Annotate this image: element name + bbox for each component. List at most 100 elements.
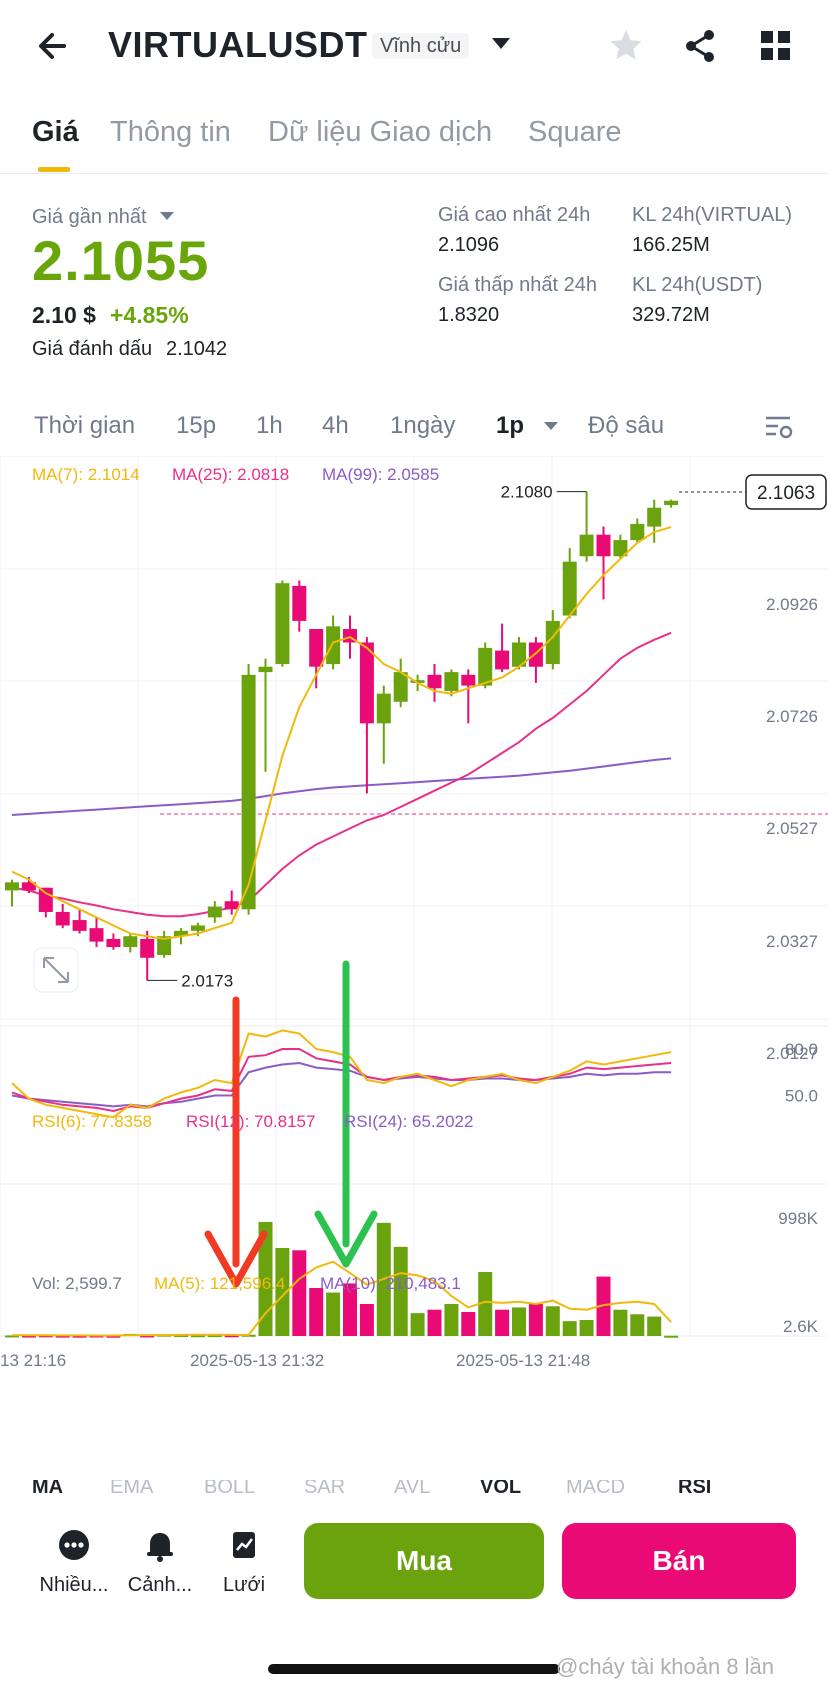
green-arrow-head bbox=[314, 1210, 378, 1268]
symbol-dropdown-caret-icon[interactable] bbox=[492, 38, 510, 49]
grid-label: Lưới bbox=[222, 1574, 266, 1596]
vol-quote-label: KL 24h(USDT) bbox=[632, 274, 763, 296]
volume-bar bbox=[72, 1335, 87, 1338]
interval-1day[interactable]: 1ngày bbox=[390, 412, 456, 439]
candle-body bbox=[224, 901, 239, 910]
volume-bar bbox=[647, 1316, 662, 1336]
volume-bar bbox=[613, 1309, 628, 1336]
depth-tab[interactable]: Độ sâu bbox=[588, 412, 665, 439]
indicator-sar[interactable]: SAR bbox=[304, 1480, 346, 1498]
candle-body bbox=[376, 693, 391, 724]
sell-button[interactable]: Bán bbox=[562, 1523, 796, 1599]
indicator-vol[interactable]: VOL bbox=[480, 1480, 522, 1498]
symbol-title[interactable]: VIRTUALUSDT bbox=[108, 24, 368, 65]
candle-body bbox=[5, 882, 19, 891]
grid-menu-icon[interactable] bbox=[756, 26, 796, 66]
candle-body bbox=[359, 642, 374, 724]
indicator-rsi[interactable]: RSI bbox=[678, 1480, 712, 1498]
tab-info[interactable]: Thông tin bbox=[110, 116, 231, 148]
volume-bar bbox=[512, 1307, 526, 1336]
volume-bar bbox=[410, 1313, 425, 1336]
candle-body bbox=[410, 680, 425, 683]
ma99-legend: MA(99): 2.0585 bbox=[322, 465, 440, 484]
usd-price: 2.10 $ bbox=[32, 302, 96, 328]
candle-body bbox=[613, 540, 628, 557]
interval-1h[interactable]: 1h bbox=[256, 412, 283, 439]
more-dots-icon bbox=[59, 1530, 89, 1560]
candle-body bbox=[190, 925, 205, 931]
volume-bar bbox=[664, 1335, 679, 1338]
tab-price[interactable]: Giá bbox=[32, 116, 79, 148]
current-price-tag bbox=[745, 474, 827, 510]
interval-15p[interactable]: 15p bbox=[176, 412, 217, 439]
candle-body bbox=[630, 523, 645, 541]
high-24h-label: Giá cao nhất 24h bbox=[438, 204, 591, 226]
candle-body bbox=[326, 626, 341, 665]
rsi-tick-80: 80.0 bbox=[785, 1040, 818, 1059]
grid-trading-button[interactable]: Lưới bbox=[204, 1528, 284, 1597]
volume-bar bbox=[106, 1335, 121, 1338]
vol-base-label: KL 24h(VIRTUAL) bbox=[632, 204, 793, 226]
volume-bar bbox=[343, 1283, 357, 1336]
back-arrow-icon[interactable] bbox=[34, 26, 74, 66]
interval-caret-icon[interactable] bbox=[544, 422, 558, 430]
candle-body bbox=[241, 674, 256, 910]
low-marker-label: 2.0173 bbox=[181, 971, 233, 990]
price-tick-4: 2.0327 bbox=[766, 932, 818, 951]
buy-button[interactable]: Mua bbox=[304, 1523, 544, 1599]
last-price: 2.1055 bbox=[32, 229, 210, 292]
candle-body bbox=[21, 882, 36, 891]
rsi12-legend: RSI(12): 70.8157 bbox=[186, 1112, 316, 1131]
volume-bar bbox=[224, 1335, 239, 1338]
volume-bar bbox=[461, 1312, 476, 1336]
indicator-tabs: MA EMA BOLL SAR AVL VOL MACD RSI bbox=[0, 1480, 828, 1502]
interval-4h[interactable]: 4h bbox=[322, 412, 349, 439]
last-price-label[interactable]: Giá gần nhất bbox=[32, 206, 147, 228]
ma7-line bbox=[11, 526, 672, 940]
indicator-ema[interactable]: EMA bbox=[110, 1480, 154, 1498]
alert-button[interactable]: Cảnh... bbox=[120, 1528, 200, 1597]
candle-body bbox=[106, 938, 121, 948]
chart-settings-icon[interactable] bbox=[764, 412, 794, 442]
current-price-tag-label: 2.1063 bbox=[757, 483, 815, 504]
time-label-2: 2025-05-13 21:48 bbox=[456, 1351, 590, 1370]
tab-square[interactable]: Square bbox=[528, 116, 622, 148]
candle-body bbox=[647, 507, 662, 527]
time-label-0: 13 21:16 bbox=[0, 1351, 66, 1370]
candlestick-chart[interactable]: 2.11262.09262.07262.05272.03272.01272.10… bbox=[0, 456, 828, 1476]
last-price-caret-icon[interactable] bbox=[160, 212, 174, 220]
volume-bar bbox=[190, 1335, 205, 1338]
volume-bar bbox=[258, 1221, 273, 1336]
rsi-tick-50: 50.0 bbox=[785, 1087, 818, 1106]
interval-selected[interactable]: 1p bbox=[496, 412, 525, 439]
vol-ma5-line bbox=[11, 1260, 672, 1337]
volume-bar bbox=[495, 1309, 510, 1336]
indicator-boll[interactable]: BOLL bbox=[204, 1480, 256, 1498]
rsi6-legend: RSI(6): 77.8358 bbox=[32, 1112, 153, 1131]
candle-body bbox=[38, 887, 53, 912]
low-24h-label: Giá thấp nhất 24h bbox=[438, 274, 598, 296]
indicator-avl[interactable]: AVL bbox=[394, 1480, 431, 1498]
volume-bar bbox=[579, 1320, 594, 1336]
tab-trading-data[interactable]: Dữ liệu Giao dịch bbox=[268, 116, 493, 148]
indicator-ma[interactable]: MA bbox=[32, 1480, 64, 1498]
candle-body bbox=[207, 906, 222, 918]
interval-time-label[interactable]: Thời gian bbox=[34, 412, 136, 439]
more-button[interactable]: Nhiều... bbox=[34, 1528, 114, 1597]
ma25-line bbox=[11, 631, 672, 918]
volume-bar bbox=[5, 1335, 19, 1338]
candle-body bbox=[495, 650, 510, 670]
candle-body bbox=[258, 666, 273, 673]
indicator-macd[interactable]: MACD bbox=[566, 1480, 625, 1498]
volume-bar bbox=[174, 1334, 188, 1337]
grid-bot-icon bbox=[233, 1532, 255, 1558]
vol-tick-min: 2.6K bbox=[783, 1317, 819, 1336]
vol-ma10-legend: MA(10): 210,483.1 bbox=[320, 1274, 461, 1293]
share-icon[interactable] bbox=[680, 26, 720, 66]
candle-body bbox=[478, 647, 493, 686]
candle-body bbox=[89, 928, 104, 942]
volume-bar bbox=[427, 1309, 442, 1336]
candle-body bbox=[140, 938, 155, 958]
star-icon[interactable] bbox=[606, 26, 646, 66]
ma7-legend: MA(7): 2.1014 bbox=[32, 465, 140, 484]
